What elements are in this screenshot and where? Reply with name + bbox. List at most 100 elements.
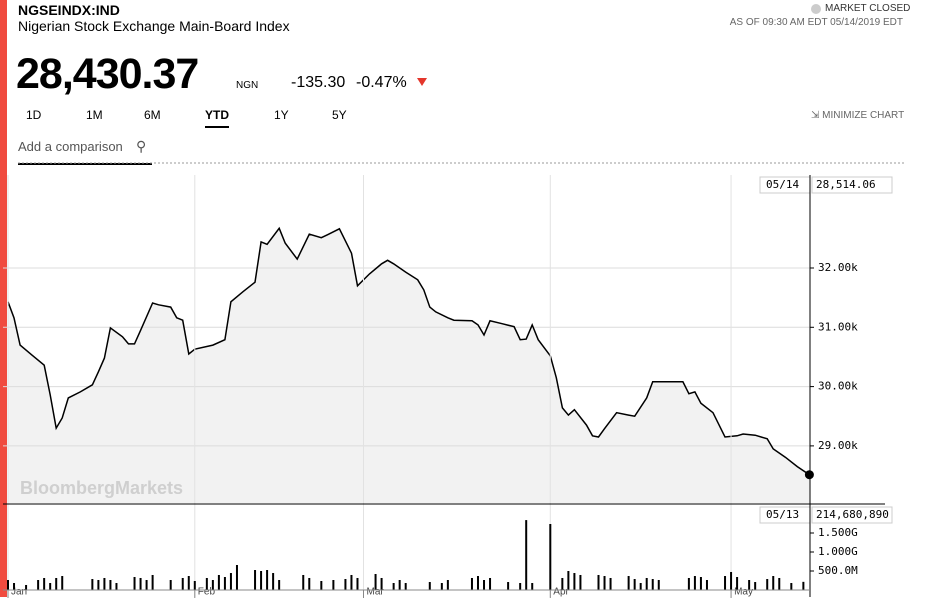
volume-bar: [579, 574, 582, 590]
volume-bar: [55, 577, 58, 590]
range-tab[interactable]: 1M: [86, 108, 103, 122]
range-tab[interactable]: 1D: [26, 108, 42, 122]
value-tag-label: 28,514.06: [816, 178, 876, 191]
comparison-input[interactable]: Add a comparison ⚲: [18, 138, 152, 165]
volume-bar: [356, 577, 359, 590]
volume-bar: [730, 571, 733, 590]
volume-bar: [272, 573, 275, 590]
volume-bar: [627, 576, 630, 590]
range-tab[interactable]: 1Y: [274, 108, 289, 122]
volume-bar: [380, 577, 383, 590]
volume-bar: [320, 580, 323, 590]
y-tick-label: 30.00k: [818, 380, 858, 393]
volume-bar: [428, 582, 431, 590]
volume-bar: [97, 580, 100, 590]
y-tick-label: 1.500G: [818, 526, 858, 539]
market-status: MARKET CLOSED: [825, 3, 911, 14]
volume-bar: [181, 577, 184, 590]
change-percent: -0.47%: [356, 74, 407, 91]
volume-bar: [151, 574, 154, 590]
x-tick-label: Mar: [367, 587, 385, 598]
price-line: [7, 226, 810, 476]
x-tick-label: Jan: [11, 587, 27, 598]
volume-bar: [699, 577, 702, 590]
volume-bar: [748, 580, 751, 590]
volume-bar: [573, 573, 576, 590]
volume-bar: [145, 580, 148, 590]
volume-bar: [639, 583, 642, 590]
minimize-chart[interactable]: ⇲ MINIMIZE CHART: [811, 110, 905, 121]
volume-bar: [43, 577, 46, 590]
value-tag: [811, 176, 893, 194]
volume-bar: [302, 574, 305, 590]
volume-bar: [603, 576, 606, 590]
volume-bar: [13, 583, 16, 590]
volume-bar: [7, 580, 10, 590]
volume-bar: [657, 580, 660, 590]
volume-bar: [223, 577, 226, 590]
volume-bar: [483, 580, 486, 590]
volume-bar: [507, 582, 510, 590]
range-tab[interactable]: 5Y: [332, 108, 347, 122]
volume-bar: [609, 577, 612, 590]
volume-bar: [549, 523, 552, 590]
volume-bar: [103, 577, 106, 590]
volume-bar: [404, 583, 407, 590]
y-tick-label: 1.000G: [818, 545, 858, 558]
volume-bar: [187, 576, 190, 590]
volume-bar: [49, 583, 52, 590]
volume-bar: [332, 580, 335, 590]
volume-bar: [531, 583, 534, 590]
change: -135.30: [291, 74, 346, 91]
range-tab[interactable]: 6M: [144, 108, 161, 122]
volume-bar: [169, 580, 172, 590]
volume-bar: [567, 571, 570, 590]
volume-bar: [633, 579, 636, 590]
status-dot: [811, 4, 821, 14]
accent-bar: [0, 0, 7, 597]
y-tick-label: 29.00k: [818, 439, 858, 452]
value-tag-label: 214,680,890: [816, 508, 889, 521]
volume-bar: [724, 576, 727, 590]
down-arrow: [417, 78, 427, 86]
x-tick-label: May: [734, 587, 753, 598]
volume-bar: [133, 577, 136, 590]
volume-bar: [61, 576, 64, 590]
currency: NGN: [236, 80, 259, 91]
volume-bar: [308, 577, 311, 590]
volume-bar: [446, 580, 449, 590]
volume-bar: [193, 580, 196, 590]
volume-bar: [525, 520, 528, 590]
comparison-placeholder: Add a comparison: [18, 139, 123, 154]
volume-bar: [109, 580, 112, 590]
x-tick-label: Apr: [553, 587, 569, 598]
range-tab[interactable]: YTD: [205, 108, 229, 128]
value-tag: [811, 506, 893, 524]
y-tick-label: 31.00k: [818, 320, 858, 333]
volume-bar: [266, 570, 269, 590]
volume-bar: [25, 584, 28, 590]
volume-bar: [802, 581, 805, 590]
volume-bar: [736, 577, 739, 590]
volume-bar: [37, 580, 40, 590]
volume-bar: [229, 573, 232, 590]
area: [8, 228, 810, 504]
volume-bar: [476, 576, 479, 590]
y-tick-label: 32.00k: [818, 261, 858, 274]
search-icon: ⚲: [136, 138, 147, 154]
volume-bar: [470, 577, 473, 590]
x-tick-label: Feb: [198, 587, 216, 598]
volume-bar: [350, 574, 353, 590]
minimize-label: MINIMIZE CHART: [822, 110, 905, 121]
volume-bar: [205, 577, 208, 590]
watermark: BloombergMarkets: [20, 478, 183, 498]
volume-bar: [754, 582, 757, 590]
volume-bar: [693, 576, 696, 590]
symbol: NGSEINDX:IND: [18, 2, 120, 18]
volume-bar: [139, 577, 142, 590]
volume-bar: [260, 571, 263, 590]
volume-bar: [645, 577, 648, 590]
volume-bar: [254, 570, 257, 590]
